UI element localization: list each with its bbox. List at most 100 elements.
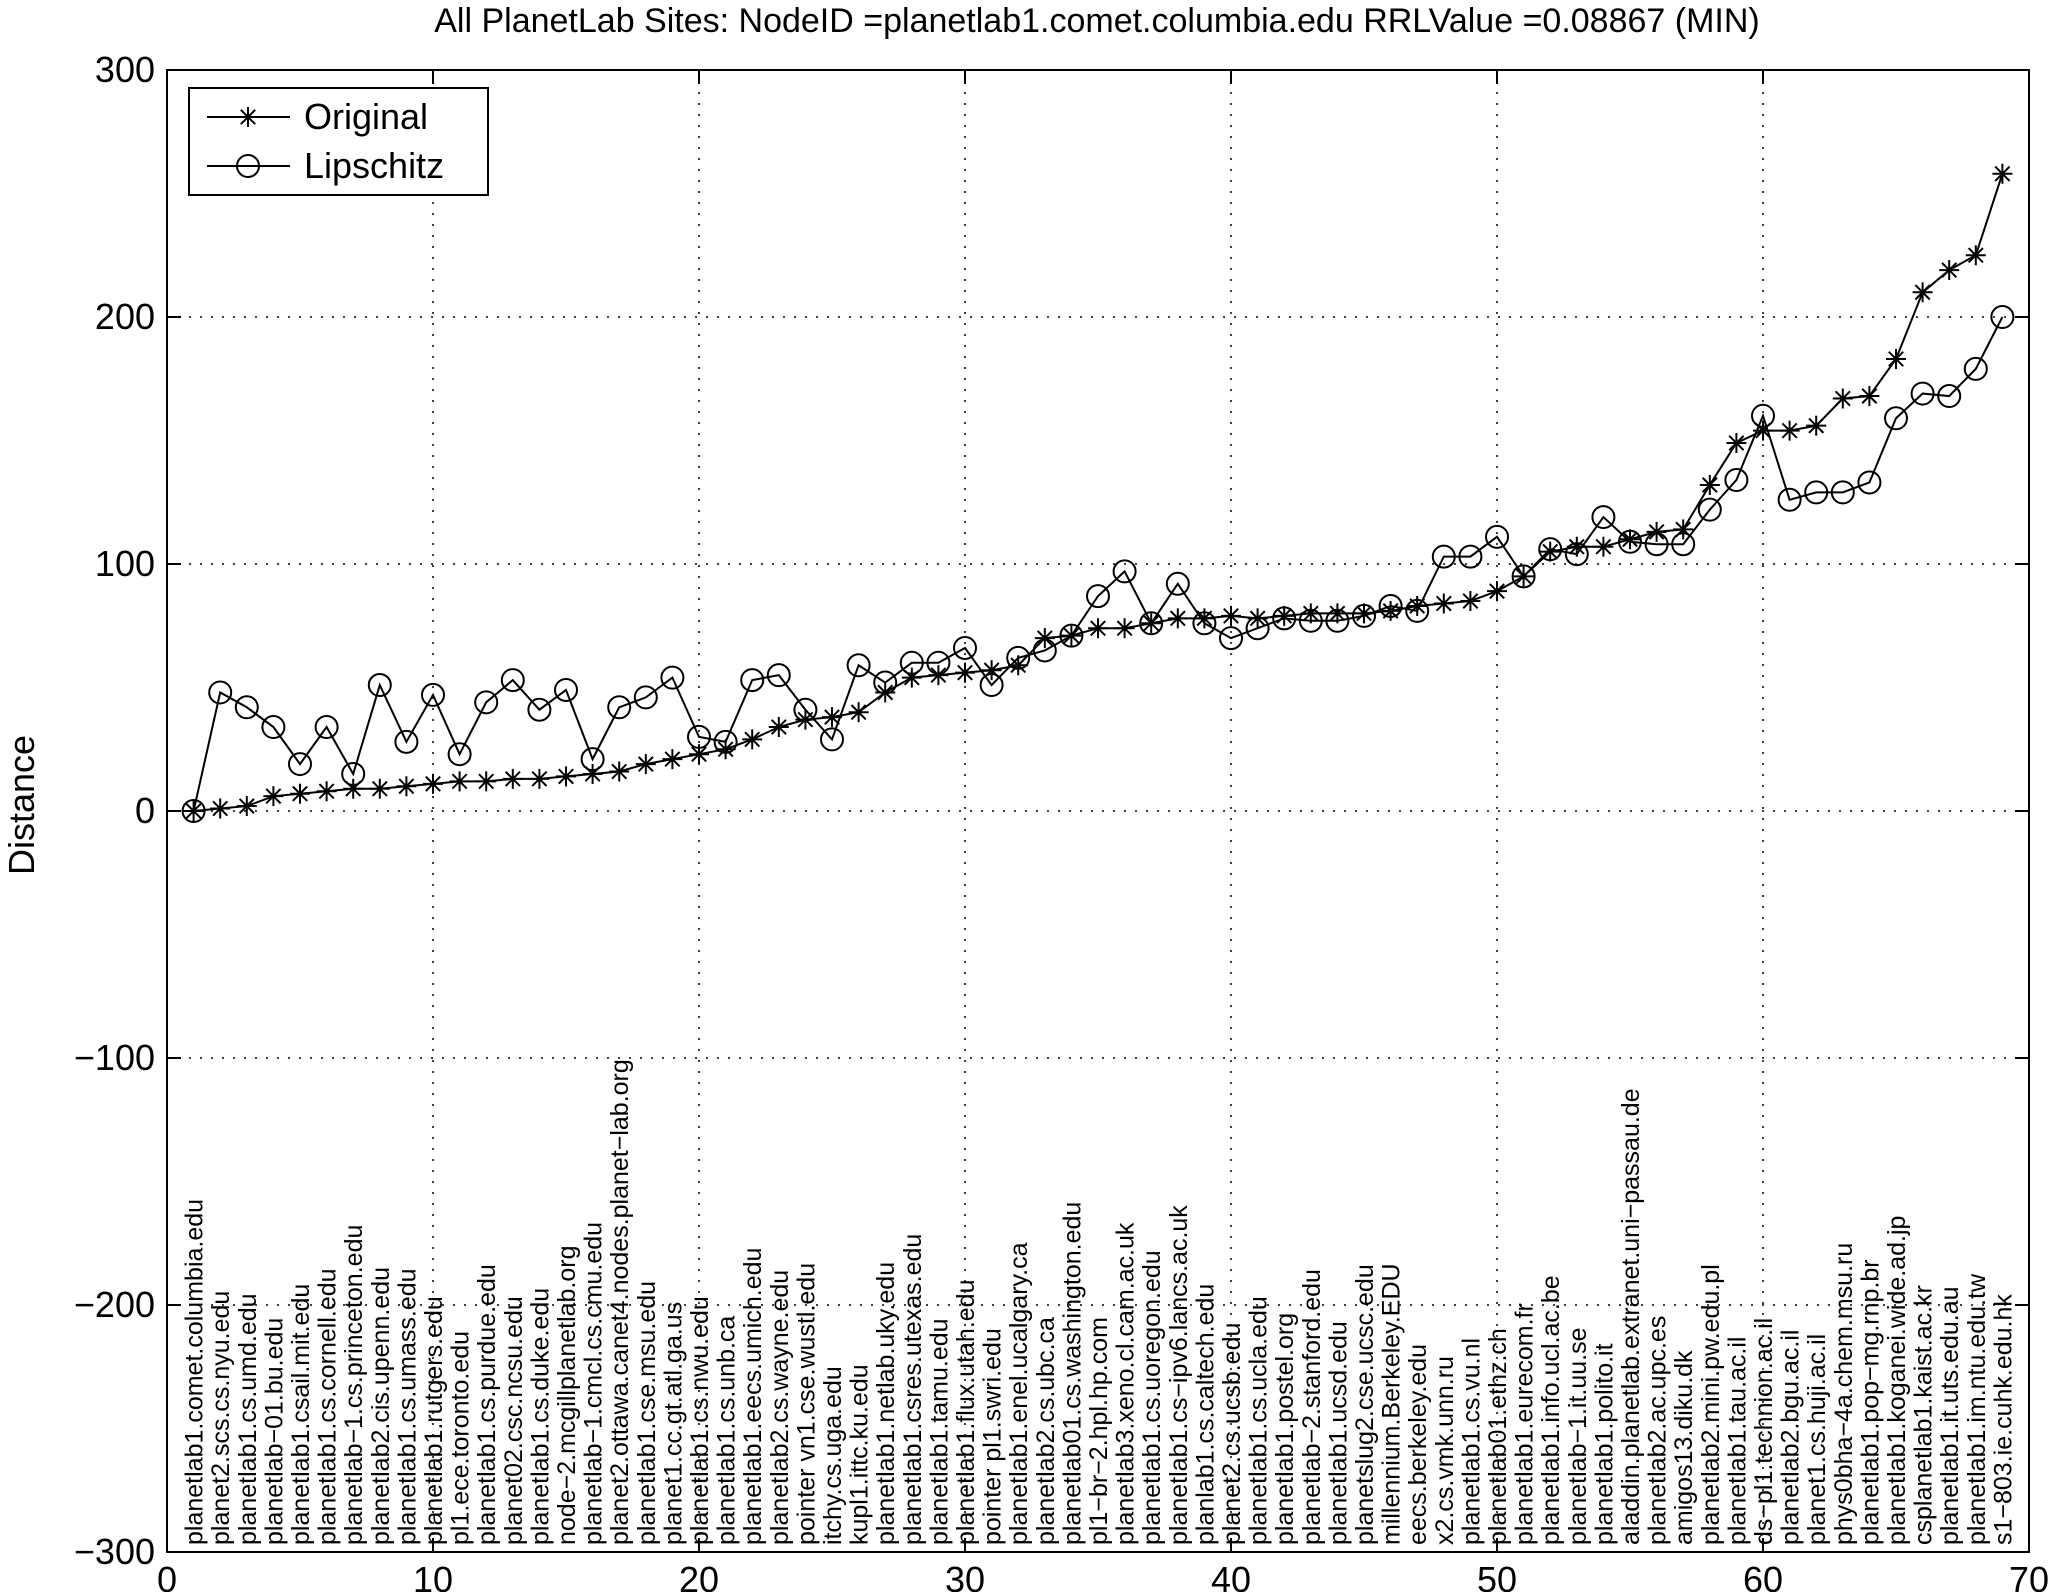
x-tick-label: 40 <box>1211 1559 1251 1592</box>
site-label: planetlab1.cs.unb.ca <box>713 1316 741 1545</box>
data-point-original <box>848 702 869 723</box>
site-label: planetlab1.cs−ipv6.lancs.ac.uk <box>1165 1205 1193 1545</box>
legend-marker-lipschitz <box>236 154 260 178</box>
data-point-lipschitz <box>1405 598 1430 623</box>
site-label: planetlab1.cs.nwu.edu <box>686 1296 714 1545</box>
data-point-original <box>449 771 470 792</box>
legend-label-original: Original <box>304 96 428 137</box>
data-point-original <box>1300 603 1321 624</box>
data-point-lipschitz <box>1804 480 1829 505</box>
data-point-lipschitz <box>899 650 924 675</box>
data-point-original <box>556 766 576 787</box>
site-label: planetlab−1.it.uu.se <box>1564 1327 1592 1545</box>
y-tick-label: 0 <box>135 790 155 831</box>
site-label: planetlab3.xeno.cl.cam.ac.uk <box>1112 1222 1140 1545</box>
site-label: csplanetlab1.kaist.ac.kr <box>1910 1285 1938 1545</box>
data-point-lipschitz <box>1591 505 1616 530</box>
data-point-original <box>1540 541 1561 562</box>
legend-label-lipschitz: Lipschitz <box>304 145 444 186</box>
data-point-lipschitz <box>1086 584 1110 609</box>
data-point-lipschitz <box>554 677 578 702</box>
data-point-lipschitz <box>1751 403 1775 428</box>
data-point-original <box>1487 581 1507 602</box>
data-point-original <box>423 773 443 794</box>
data-point-original <box>1620 529 1640 550</box>
data-point-lipschitz <box>288 752 312 777</box>
site-label: planetlab1.polito.it <box>1590 1343 1618 1545</box>
axis-ticks: 0 10 20 30 40 50 60 70 −300 −200 −100 0 100 200 300 <box>74 49 2049 1592</box>
site-label: node−2.mcgillplanetlab.org <box>553 1245 581 1545</box>
site-label: planetslug2.cse.ucsc.edu <box>1351 1264 1379 1545</box>
site-label: planetlab−01.bu.edu <box>260 1318 288 1545</box>
data-point-lipschitz <box>1564 542 1589 567</box>
data-point-original <box>502 768 523 789</box>
data-point-original <box>1726 432 1747 453</box>
legend-star <box>238 107 258 127</box>
data-point-lipschitz <box>1245 616 1270 641</box>
site-label: planet2.ottawa.canet4.nodes.planet−lab.o… <box>606 1059 634 1545</box>
data-point-lipschitz <box>181 799 206 823</box>
site-label: planetlab1.enel.ucalgary.ca <box>1005 1242 1033 1545</box>
data-point-lipschitz <box>394 729 419 754</box>
site-label: aladdin.planetlab.extranet.uni−passau.de <box>1617 1088 1645 1545</box>
site-label: pl1.ece.toronto.edu <box>447 1331 475 1545</box>
data-point-lipschitz <box>1697 497 1722 522</box>
site-label: planetlab1.cs.cornell.edu <box>314 1268 342 1545</box>
data-point-lipschitz <box>1325 608 1350 633</box>
data-point-lipschitz <box>1857 470 1882 495</box>
site-label: planetlab2.cs.wayne.edu <box>766 1270 794 1545</box>
data-point-lipschitz <box>1777 487 1802 512</box>
y-tick-label: −300 <box>74 1531 155 1572</box>
data-point-original <box>1859 386 1880 407</box>
site-label: phys0bha−4a.chem.msu.ru <box>1830 1243 1858 1545</box>
data-point-lipschitz <box>713 729 738 754</box>
data-point-lipschitz <box>1352 603 1376 628</box>
site-label: planetlab1.csres.utexas.edu <box>899 1234 927 1545</box>
grid <box>167 70 2029 1552</box>
site-label: planetlab1.flux.utah.edu <box>952 1280 980 1546</box>
y-tick-label: −200 <box>74 1284 155 1325</box>
site-label: planetlab−2.stanford.edu <box>1298 1269 1326 1545</box>
data-point-lipschitz <box>234 695 259 720</box>
site-label: planetlab1.netlab.uky.edu <box>872 1262 900 1545</box>
site-label: planetlab1.im.ntu.edu.tw <box>1963 1273 1991 1545</box>
site-label: planetlab1.cs.duke.edu <box>526 1288 554 1545</box>
data-point-original <box>210 798 231 819</box>
data-point-lipschitz <box>527 697 552 722</box>
site-labels: planetlab1.comet.columbia.eduplanet2.scs… <box>181 1059 2018 1545</box>
data-point-lipschitz <box>766 663 791 688</box>
x-tick-label: 70 <box>2009 1559 2049 1592</box>
data-point-original <box>316 781 337 802</box>
data-point-lipschitz <box>1139 611 1164 636</box>
data-point-original <box>1433 593 1454 614</box>
data-point-original <box>1939 260 1960 281</box>
data-point-lipschitz <box>1431 544 1456 569</box>
site-label: pointer pl1.swri.edu <box>979 1328 1007 1545</box>
site-label: millennium.Berkeley.EDU <box>1378 1263 1406 1545</box>
data-point-lipschitz <box>1112 559 1137 584</box>
site-label: planetlab01.ethz.ch <box>1484 1328 1512 1545</box>
data-point-lipschitz <box>1485 524 1509 549</box>
site-label: kupl1.ittc.ku.edu <box>846 1364 874 1545</box>
site-label: planetlab1.cs.ucla.edu <box>1245 1296 1273 1545</box>
data-point-lipschitz <box>341 761 366 786</box>
data-point-lipschitz <box>208 680 233 705</box>
data-point-lipschitz <box>1378 593 1403 618</box>
site-label: amigos13.diku.dk <box>1670 1350 1698 1545</box>
data-point-original <box>529 768 550 789</box>
data-point-original <box>1699 474 1720 495</box>
y-tick-label: 200 <box>95 296 155 337</box>
site-label: planetlab1.cs.purdue.edu <box>473 1264 501 1545</box>
site-label: planetlab1.postel.org <box>1271 1313 1299 1545</box>
data-point-lipschitz <box>1165 571 1190 596</box>
data-point-lipschitz <box>421 682 445 707</box>
data-point-original <box>1034 628 1055 649</box>
data-point-lipschitz <box>1937 384 1962 409</box>
data-point-original <box>635 754 656 775</box>
y-tick-label: −100 <box>74 1037 155 1078</box>
data-point-original <box>369 778 390 799</box>
data-point-original <box>822 707 842 728</box>
site-label: s1−803.ie.cuhk.edu.hk <box>1989 1294 2017 1545</box>
site-label: planetlab1.eecs.umich.edu <box>739 1248 767 1545</box>
